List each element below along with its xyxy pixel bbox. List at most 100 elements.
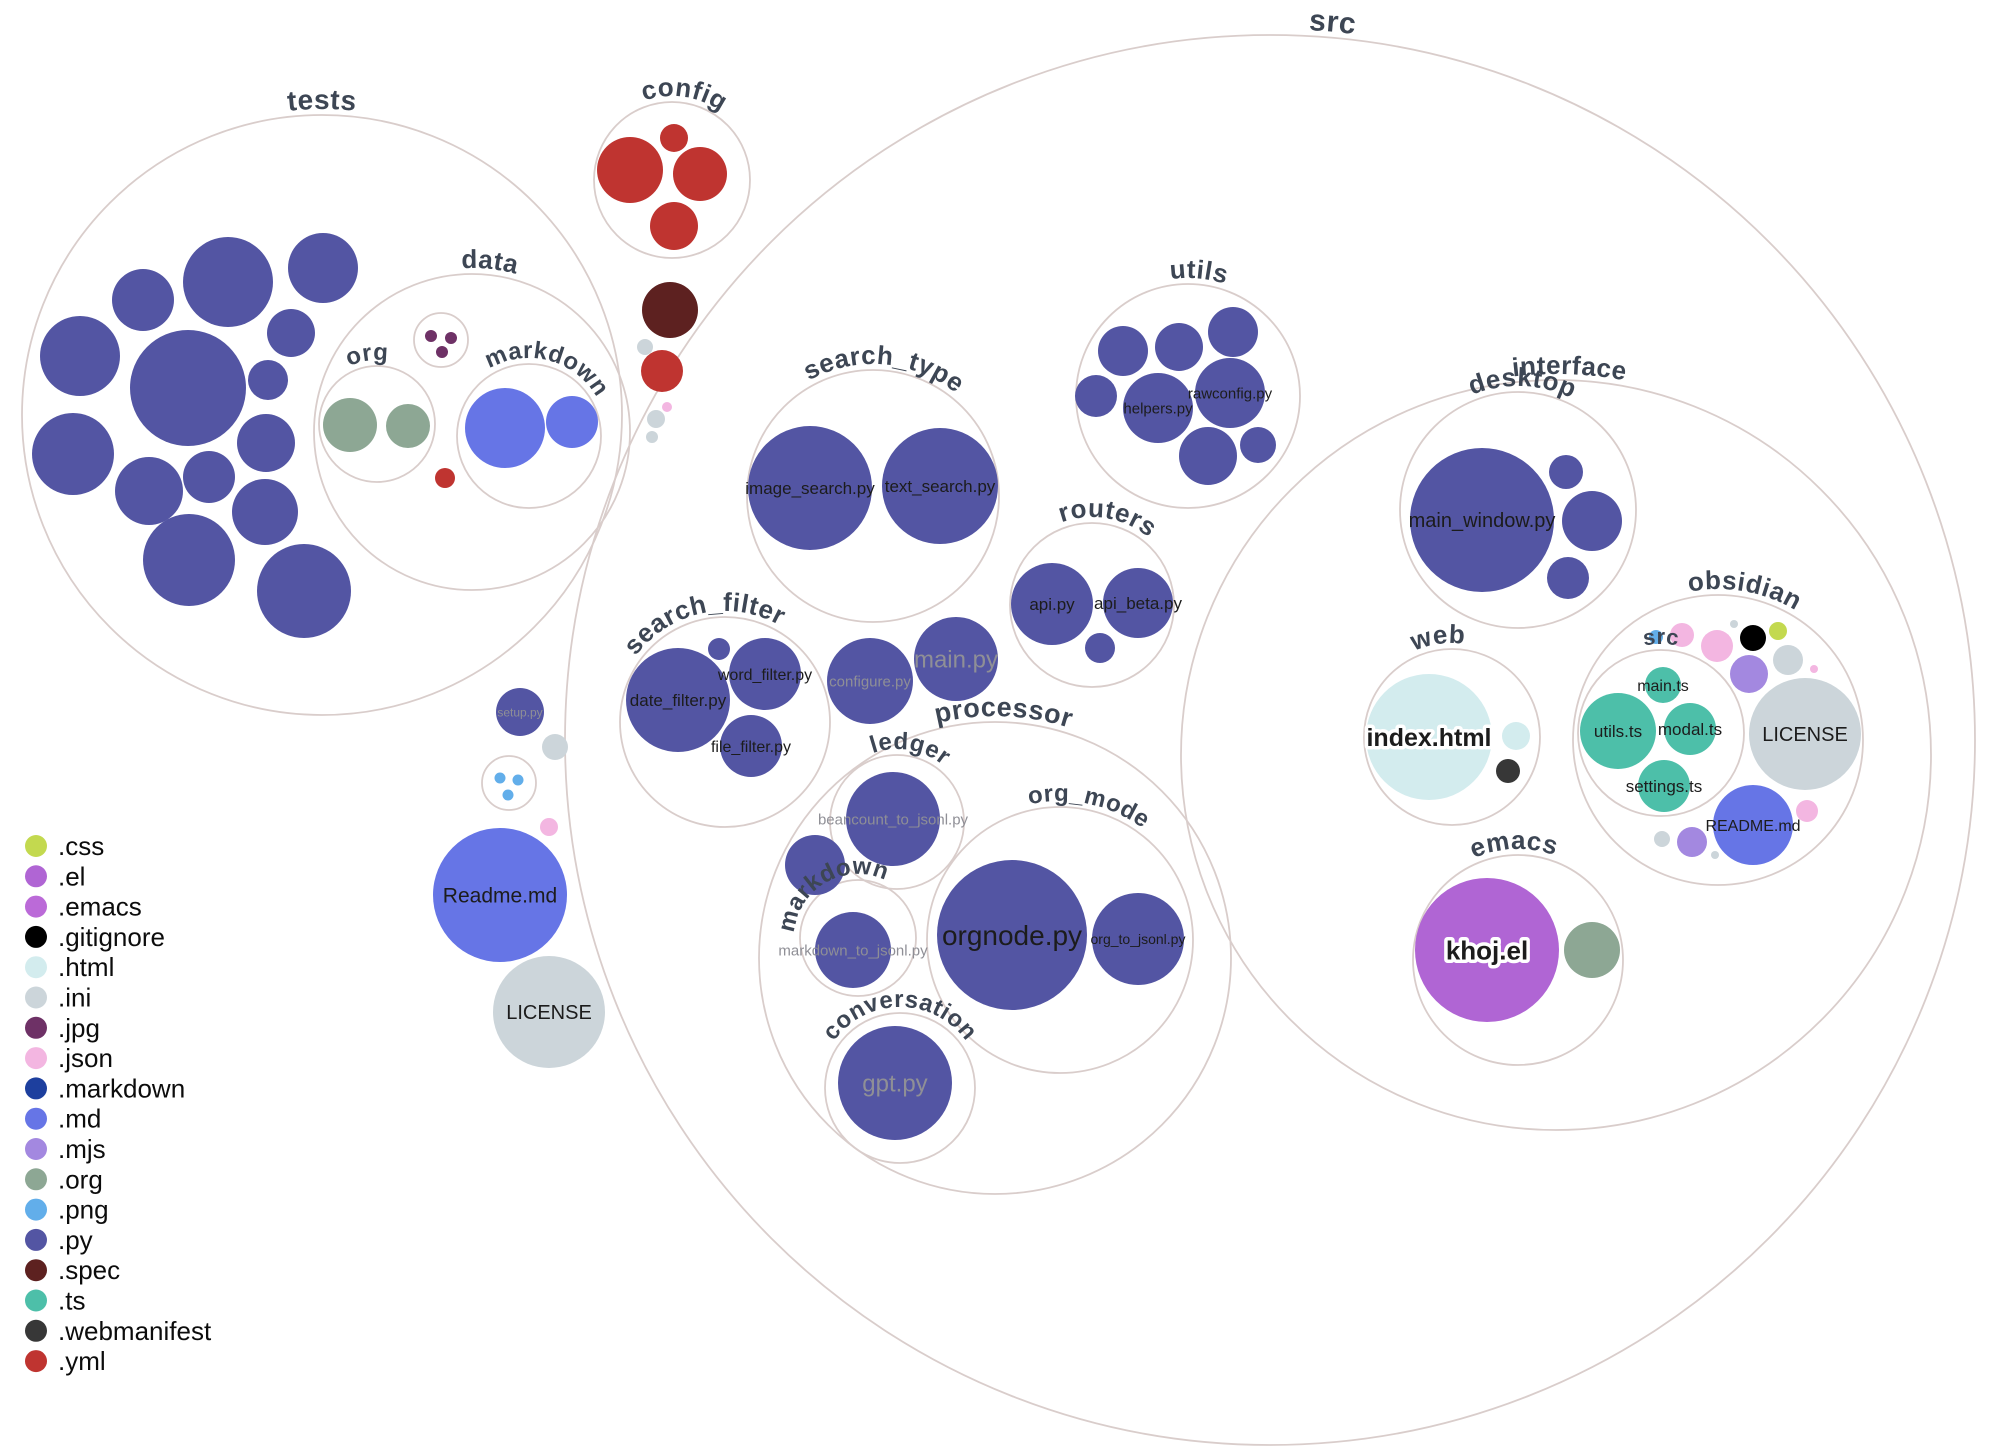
legend-item-png: .png <box>25 1195 109 1225</box>
file-circle-py-file <box>143 514 235 606</box>
folder-label-data: data <box>461 244 522 280</box>
file-circle-setup.py <box>496 688 544 736</box>
folder-circle-tests <box>21 114 623 716</box>
file-circle-py-file <box>1179 427 1237 485</box>
markdown-swatch-icon <box>25 1077 47 1100</box>
legend-label: .org <box>58 1164 103 1194</box>
folder-label-search_type: search_type <box>798 340 970 398</box>
legend-label: .py <box>58 1225 93 1255</box>
file-circles <box>32 124 1861 1140</box>
py-swatch-icon <box>25 1228 47 1251</box>
file-circle-org_to_jsonl.py <box>1092 893 1184 985</box>
folder-circle-src <box>1577 649 1745 817</box>
legend-label: .css <box>58 831 104 861</box>
legend-item-json: .json <box>25 1043 113 1073</box>
file-circle-py-file <box>288 233 358 303</box>
file-label-main.ts: main.ts <box>1637 678 1689 695</box>
folder-circle-markdown <box>799 879 917 997</box>
file-label-setup.py: setup.py <box>497 705 542 719</box>
file-circle-py-file <box>1562 491 1622 551</box>
folder-label-config: config <box>638 72 733 117</box>
file-label-api.py: api.py <box>1029 595 1075 614</box>
file-circle-png-file <box>1649 630 1663 644</box>
folder-circle-obsidian <box>1572 594 1864 886</box>
file-circle-py-file <box>115 457 183 525</box>
file-circle-py-file <box>1547 557 1589 599</box>
legend-item-md: .md <box>25 1104 101 1134</box>
legend-label: .spec <box>58 1255 120 1285</box>
legend-item-jpg: .jpg <box>25 1013 100 1043</box>
folder-circle-data <box>313 273 631 591</box>
legend-label: .md <box>58 1104 101 1134</box>
file-circle-Readme.md <box>433 828 567 962</box>
file-circle-yml-file <box>650 202 698 250</box>
file-circle-utils.ts <box>1580 693 1656 769</box>
legend-label: .el <box>58 861 85 891</box>
legend-label: .markdown <box>58 1073 185 1103</box>
file-circle-html-file <box>1502 722 1530 750</box>
png-swatch-icon <box>25 1198 47 1221</box>
file-circle-main.ts <box>1645 667 1681 703</box>
file-circle-settings.ts <box>1638 760 1690 812</box>
file-label-main_window.py: main_window.py <box>1409 510 1556 532</box>
ts-swatch-icon <box>25 1289 47 1312</box>
file-circle-orgnode.py <box>937 860 1087 1010</box>
file-circle-yml-file <box>660 124 688 152</box>
file-circle-md-file <box>465 388 545 468</box>
file-circle-py-file <box>237 414 295 472</box>
legend-item-gitignore: .gitignore <box>25 922 165 952</box>
file-label-beancount_to_jsonl.py: beancount_to_jsonl.py <box>818 811 969 828</box>
folder-circle-config <box>593 101 751 259</box>
yml-swatch-icon <box>25 1350 47 1373</box>
legend-item-org: .org <box>25 1164 103 1194</box>
file-circle-word_filter.py <box>729 638 801 710</box>
file-label-settings.ts: settings.ts <box>1626 777 1703 796</box>
file-circle-json-file <box>1796 800 1818 822</box>
folder-label-interface: interface <box>1510 350 1629 386</box>
folder-circle-org_mode <box>926 806 1194 1074</box>
legend-item-ini: .ini <box>25 983 91 1013</box>
legend-label: .jpg <box>58 1013 100 1043</box>
file-circle-md-file <box>546 396 598 448</box>
legend-label: .gitignore <box>58 922 165 952</box>
legend-label: .webmanifest <box>58 1316 212 1346</box>
legend-item-html: .html <box>25 952 114 982</box>
folder-circle-conversation <box>824 1012 976 1164</box>
file-circle-ini-file <box>1730 620 1738 628</box>
file-label-LICENSE: LICENSE <box>1762 724 1848 746</box>
file-circle-configure.py <box>827 638 913 724</box>
file-circle-yml-file <box>435 468 455 488</box>
file-circle-file_filter.py <box>720 715 782 777</box>
file-circle-LICENSE <box>493 956 605 1068</box>
file-label-markdown_to_jsonl.py: markdown_to_jsonl.py <box>778 942 928 959</box>
file-circle-date_filter.py <box>626 648 730 752</box>
legend: .css.el.emacs.gitignore.html.ini.jpg.jso… <box>25 831 212 1376</box>
file-circle-markdown_to_jsonl.py <box>815 912 891 988</box>
file-label-rawconfig.py: rawconfig.py <box>1188 385 1273 402</box>
folder-circle-markdown <box>456 363 602 509</box>
folder-circle-desktop <box>1399 391 1637 629</box>
legend-label: .json <box>58 1043 113 1073</box>
legend-item-emacs: .emacs <box>25 892 142 922</box>
jpg-swatch-icon <box>25 1016 47 1039</box>
file-circle-main_window.py <box>1410 448 1554 592</box>
file-label-modal.ts: modal.ts <box>1658 720 1722 739</box>
file-circle-ini-file <box>637 339 653 355</box>
file-circle-json-file <box>662 402 672 412</box>
gitignore-swatch-icon <box>25 925 47 948</box>
file-circle-json-file <box>540 818 558 836</box>
file-circle-index.html <box>1366 674 1492 800</box>
ini-swatch-icon <box>25 986 47 1009</box>
folder-circles <box>21 34 1976 1446</box>
folder-label-ledger: ledger <box>867 728 956 771</box>
legend-item-mjs: .mjs <box>25 1134 106 1164</box>
file-circle-py-file <box>267 309 315 357</box>
file-circle-py-file <box>257 544 351 638</box>
file-label-image_search.py: image_search.py <box>745 479 875 498</box>
folder-circle-search_type <box>746 369 1000 623</box>
file-circle-khoj.el <box>1415 878 1559 1022</box>
legend-item-py: .py <box>25 1225 93 1255</box>
legend-label: .ts <box>58 1286 85 1316</box>
org-swatch-icon <box>25 1168 47 1191</box>
legend-label: .mjs <box>58 1134 106 1164</box>
